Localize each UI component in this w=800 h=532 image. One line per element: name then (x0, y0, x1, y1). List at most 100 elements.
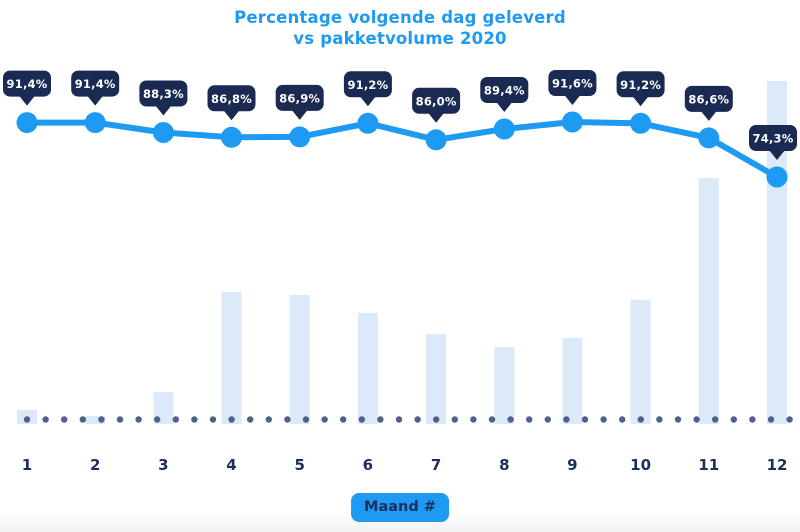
value-tooltip-month-6: 91,2% (343, 71, 392, 107)
baseline-dot (656, 416, 663, 423)
baseline-dot (749, 416, 756, 423)
value-tooltip-month-8: 89,4% (480, 77, 529, 112)
chart-title: Percentage volgende dag geleverd vs pakk… (0, 7, 800, 49)
baseline-dot (116, 416, 124, 423)
x-axis-label-badge: Maand # (351, 493, 449, 522)
baseline-dot (730, 416, 737, 423)
tooltip-value-label: 74,3% (753, 132, 794, 146)
tooltip-bubble (548, 70, 597, 96)
baseline-dot (693, 416, 700, 423)
line-point-month-8 (493, 118, 515, 140)
baseline-dot (302, 416, 310, 423)
value-tooltip-month-7: 86,0% (412, 87, 461, 123)
line-point-month-1 (16, 112, 38, 134)
baseline-dot (284, 416, 291, 423)
tooltip-value-label: 91,2% (620, 78, 661, 92)
volume-bar-month-11 (698, 178, 719, 424)
baseline-dot (358, 416, 365, 423)
value-tooltip-month-4: 86,8% (207, 85, 256, 121)
tooltip-value-label: 91,6% (552, 77, 593, 91)
tooltip-value-label: 91,4% (7, 77, 48, 91)
line-point-month-9 (561, 111, 583, 133)
baseline-dot (154, 416, 161, 423)
line-point-month-7 (425, 129, 447, 151)
tooltip-pointer (428, 112, 445, 123)
month-label-9: 9 (567, 456, 577, 474)
month-label-11: 11 (698, 456, 719, 474)
volume-bar-month-12 (767, 81, 787, 424)
baseline-dot (414, 416, 421, 423)
tooltip-value-label: 88,3% (143, 87, 184, 101)
baseline-dot (581, 416, 589, 423)
line-point-month-10 (630, 112, 652, 134)
baseline-dot (172, 416, 179, 423)
baseline-dot (451, 416, 458, 423)
chart-title-line1: Percentage volgende dag geleverd (234, 8, 566, 27)
tooltip-bubble (343, 71, 392, 98)
value-tooltip-month-2: 91,4% (71, 70, 120, 106)
month-label-1: 1 (22, 456, 32, 474)
tooltip-pointer (19, 95, 35, 106)
month-label-12: 12 (767, 456, 788, 474)
volume-bar-month-10 (630, 299, 651, 424)
tooltip-bubble (207, 85, 256, 112)
month-label-7: 7 (431, 456, 441, 474)
bottom-page-strip (0, 512, 800, 532)
tooltip-value-label: 89,4% (484, 84, 525, 98)
delivery-percentage-line (24, 119, 780, 180)
baseline-dot (340, 416, 347, 423)
value-tooltip-month-3: 88,3% (139, 80, 188, 116)
value-tooltip-month-10: 91,2% (616, 71, 665, 107)
baseline-dot (563, 416, 570, 423)
volume-bar-month-2 (85, 416, 106, 424)
baseline-dot (321, 416, 328, 423)
baseline-dot (377, 416, 384, 423)
volume-bar-series (17, 81, 787, 424)
value-tooltip-month-11: 86,6% (684, 85, 733, 121)
line-point-month-4 (221, 126, 242, 148)
line-point-month-6 (357, 112, 379, 134)
baseline-dot (23, 416, 31, 423)
volume-bar-month-4 (221, 291, 242, 424)
month-label-8: 8 (499, 456, 509, 474)
month-label-6: 6 (363, 456, 373, 474)
baseline-dot (135, 416, 142, 423)
baseline-dot (42, 416, 49, 423)
baseline-dot (191, 416, 198, 423)
volume-bar-month-8 (494, 347, 515, 424)
volume-bar-month-7 (426, 334, 447, 424)
baseline-dot (470, 416, 477, 423)
volume-bar-month-9 (562, 337, 583, 424)
tooltip-pointer (155, 105, 172, 116)
tooltip-value-label: 91,2% (347, 78, 388, 92)
baseline-dot (79, 416, 87, 423)
baseline-dot (98, 416, 105, 423)
tooltip-pointer (291, 109, 308, 120)
month-label-10: 10 (630, 456, 651, 474)
tooltip-bubble (71, 70, 120, 97)
tooltip-bubble (749, 125, 797, 151)
tooltip-bubble (684, 85, 733, 112)
month-label-5: 5 (294, 456, 304, 474)
baseline-dot (209, 416, 217, 423)
baseline-dot (265, 416, 272, 423)
line-point-month-5 (289, 126, 311, 148)
chart-title-line2: vs pakketvolume 2020 (293, 29, 507, 48)
tooltip-pointer (564, 95, 581, 105)
baseline-dot (619, 416, 626, 423)
tooltip-pointer (700, 110, 717, 121)
baseline-dot (507, 416, 514, 423)
line-point-month-2 (84, 112, 106, 134)
value-tooltips: 91,4% 91,4% 88,3% 86,8% 86,9% 91,2% 86,0% 89,4%… (3, 70, 797, 160)
tooltip-bubble (412, 87, 461, 114)
baseline-dot (228, 416, 235, 423)
tooltip-pointer (359, 96, 376, 107)
tooltip-pointer (769, 150, 785, 160)
baseline-dot (767, 416, 775, 423)
month-label-3: 3 (158, 456, 168, 474)
tooltip-value-label: 86,8% (211, 92, 252, 106)
tooltip-value-label: 86,0% (416, 94, 457, 108)
tooltip-pointer (632, 96, 649, 107)
tooltip-value-label: 86,9% (279, 91, 320, 105)
x-axis-tick-labels: 1 2 3 4 5 6 7 8 9 10 11 12 (22, 456, 788, 474)
